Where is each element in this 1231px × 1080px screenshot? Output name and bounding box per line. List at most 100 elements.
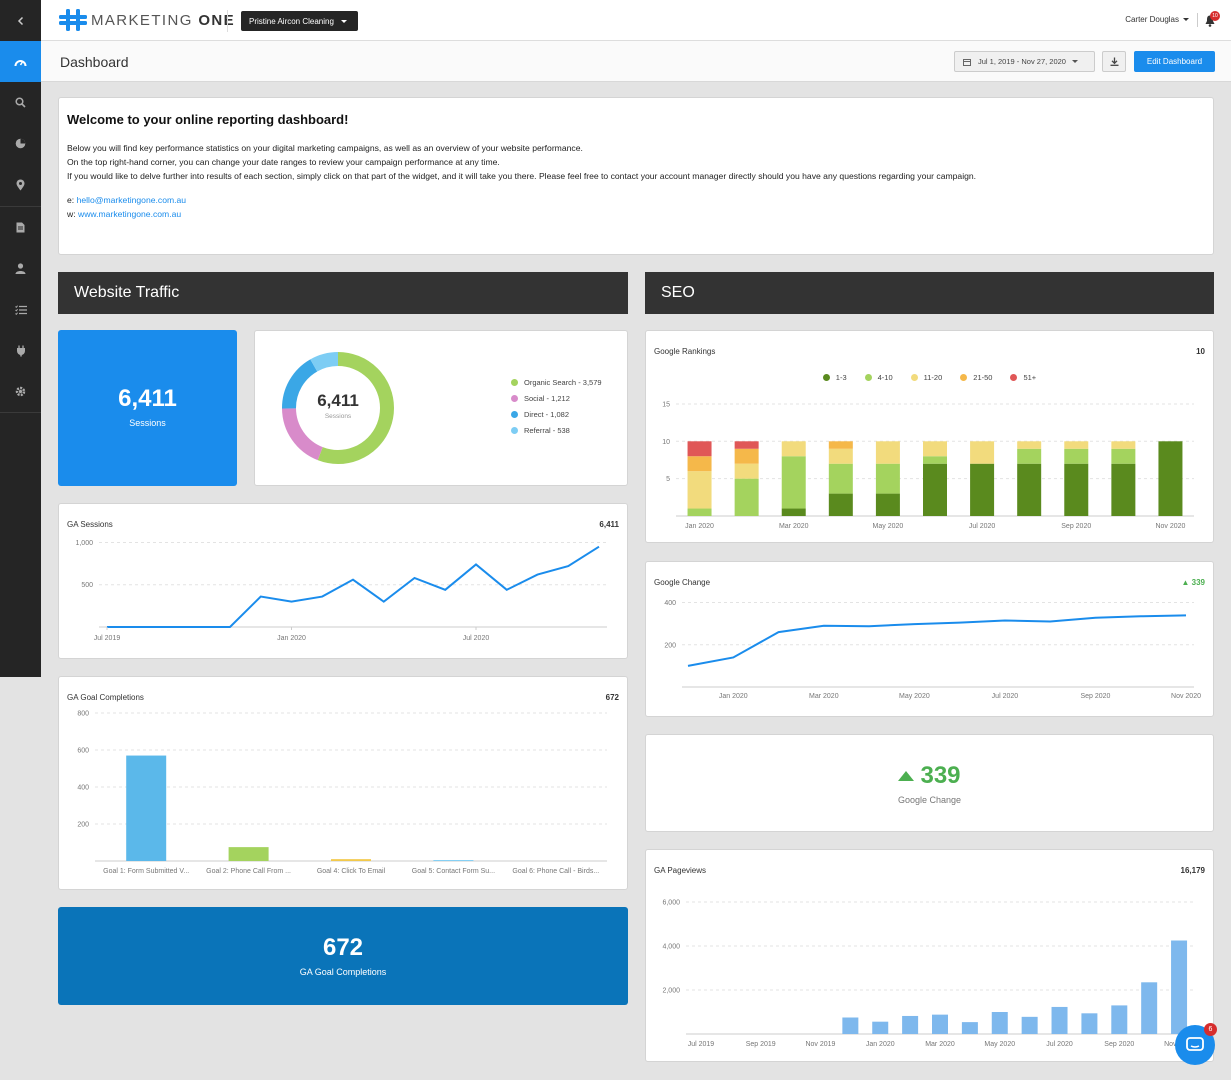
goal-bar [228, 847, 269, 861]
ga-goal-completions-panel[interactable]: GA Goal Completions 672 200 400 600 800 Goal… [58, 676, 628, 890]
google-change-panel[interactable]: Google Change ▲ 339 200 400 Jan 2020 Mar 20… [645, 561, 1214, 717]
welcome-line-3: If you would like to delve further into … [67, 171, 977, 181]
ga-sessions-panel[interactable]: GA Sessions 6,411 500 1,000 Jul 2019 Jan 20… [58, 503, 628, 659]
pageview-bar [991, 1012, 1008, 1034]
rankings-x-tick: Mar 2020 [779, 523, 809, 530]
ranking-bar-segment-21-50 [828, 441, 853, 449]
legend-label: Social - 1,212 [524, 394, 570, 403]
google-change-delta: ▲ 339 [1181, 578, 1206, 587]
pie-chart-icon[interactable] [0, 123, 41, 164]
goals-kpi-label: GA Goal Completions [299, 967, 387, 977]
task-list-icon[interactable] [0, 289, 41, 330]
donut-center-value: 6,411 [317, 391, 359, 410]
user-menu[interactable]: Carter Douglas [1125, 15, 1189, 24]
dashboard-icon[interactable] [0, 41, 41, 82]
caret-down-icon [340, 19, 347, 23]
ranking-bar-segment-4-10 [923, 456, 947, 464]
sessions-donut-panel[interactable]: 6,411 Sessions Organic Search - 3,579 Soc… [254, 330, 628, 486]
sessions-series-line [107, 545, 600, 628]
pageviews-y-tick: 6,000 [662, 900, 680, 907]
rankings-y-tick: 15 [662, 401, 670, 408]
ranking-bar-segment-11-20 [734, 463, 759, 479]
goals-y-tick: 800 [77, 711, 89, 718]
goal-completions-kpi-card[interactable]: 672 GA Goal Completions [58, 907, 628, 1005]
brand-logo-icon [59, 9, 87, 31]
ranking-bar-segment-1-3 [1017, 463, 1042, 516]
goals-x-label: Goal 2: Phone Call From ... [206, 868, 291, 875]
change-x-tick: Jul 2020 [992, 693, 1019, 700]
ranking-bar-segment-11-20 [687, 471, 712, 509]
pageview-bar [1081, 1013, 1098, 1034]
ga-pageviews-bar-chart: 2,000 4,000 6,000 Jul 2019 Sep 2019 Nov 2019 J… [662, 900, 1194, 1049]
collapse-icon[interactable] [0, 0, 41, 41]
ga-sessions-total: 6,411 [599, 520, 619, 529]
rankings-x-tick: Nov 2020 [1155, 523, 1185, 530]
ranking-bar-segment-51+ [734, 441, 759, 449]
welcome-title: Welcome to your online reporting dashboa… [67, 112, 349, 127]
legend-label: Direct - 1,082 [524, 410, 570, 419]
google-change-kpi-card[interactable]: 339 Google Change [645, 734, 1214, 832]
contact-email-link[interactable]: hello@marketingone.com.au [76, 195, 187, 205]
pageview-bar [842, 1017, 859, 1034]
ranking-bar-segment-4-10 [687, 508, 712, 516]
ranking-bar-segment-1-3 [875, 493, 900, 516]
donut-legend-item: Referral - 538 [511, 426, 602, 435]
ranking-bar-segment-11-20 [781, 441, 806, 457]
goals-y-tick: 200 [77, 822, 89, 829]
ranking-bar-segment-1-3 [1158, 441, 1183, 516]
donut-legend: Organic Search - 3,579 Social - 1,212 Dire… [511, 378, 602, 442]
legend-label: Referral - 538 [524, 426, 570, 435]
email-prefix: e: [67, 195, 77, 205]
ga-pageviews-panel[interactable]: GA Pageviews 16,179 2,000 4,000 6,000 Jul 2… [645, 849, 1214, 1062]
pageviews-y-tick: 4,000 [662, 944, 680, 951]
pageview-bar [1051, 1006, 1068, 1034]
sessions-donut-chart [282, 352, 394, 464]
change-kpi-label: Google Change [897, 795, 962, 805]
rankings-legend-item: 21-50 [960, 373, 992, 382]
ga-pageviews-title: GA Pageviews [654, 866, 707, 875]
ga-sessions-title: GA Sessions [67, 520, 113, 529]
sessions-kpi-card[interactable]: 6,411 Sessions [58, 330, 237, 486]
legend-dot [511, 411, 518, 418]
date-range-picker[interactable]: Jul 1, 2019 - Nov 27, 2020 [954, 51, 1095, 72]
ranking-bar-segment-1-3 [1064, 463, 1089, 516]
change-y-tick: 400 [664, 600, 676, 607]
ranking-bar-segment-4-10 [875, 463, 900, 494]
search-icon[interactable] [0, 82, 41, 123]
edit-dashboard-button[interactable]: Edit Dashboard [1134, 51, 1215, 72]
brand-name-light: MARKETING [91, 11, 199, 29]
legend-dot [511, 395, 518, 402]
top-navigation-bar: MARKETING ONE Pristine Aircon Cleaning C… [41, 0, 1231, 41]
change-y-tick: 200 [664, 642, 676, 649]
pageview-bar [1021, 1016, 1038, 1034]
pageview-bar [932, 1014, 948, 1034]
donut-legend-item: Organic Search - 3,579 [511, 378, 602, 387]
ranking-bar-segment-51+ [687, 441, 712, 457]
goal-bar [433, 860, 474, 861]
legend-dot [910, 374, 918, 381]
pageviews-x-tick: Mar 2020 [925, 1041, 955, 1048]
download-button[interactable] [1102, 51, 1126, 72]
client-selector-label: Pristine Aircon Cleaning [249, 16, 334, 26]
legend-label: 51+ [1023, 373, 1037, 382]
web-prefix: w: [67, 209, 78, 219]
rankings-legend: 1-3 4-10 11-20 21-50 51+ [646, 373, 1213, 382]
plug-icon[interactable] [0, 330, 41, 371]
client-selector[interactable]: Pristine Aircon Cleaning [241, 11, 358, 31]
website-link[interactable]: www.marketingone.com.au [77, 209, 182, 219]
pageviews-x-tick: May 2020 [984, 1041, 1015, 1048]
google-rankings-title: Google Rankings [654, 347, 716, 356]
report-document-icon[interactable] [0, 207, 41, 248]
google-rankings-panel[interactable]: Google Rankings 10 1-3 4-10 11-20 21-50 51+ … [645, 330, 1214, 543]
goals-y-tick: 400 [77, 785, 89, 792]
settings-gear-icon[interactable] [0, 371, 41, 412]
pageview-bar [902, 1015, 919, 1034]
ga-goals-bar-chart: 200 400 600 800 Goal 1: Form Submitted V... G… [77, 711, 607, 875]
change-series-line [687, 614, 1187, 667]
notifications-bell[interactable]: 10 [1204, 11, 1220, 27]
location-pin-icon[interactable] [0, 164, 41, 205]
chat-launcher-button[interactable]: 6 [1175, 1023, 1217, 1065]
brand-logo[interactable]: MARKETING ONE [58, 8, 235, 32]
user-icon[interactable] [0, 248, 41, 289]
pageview-bar [1111, 1005, 1128, 1034]
